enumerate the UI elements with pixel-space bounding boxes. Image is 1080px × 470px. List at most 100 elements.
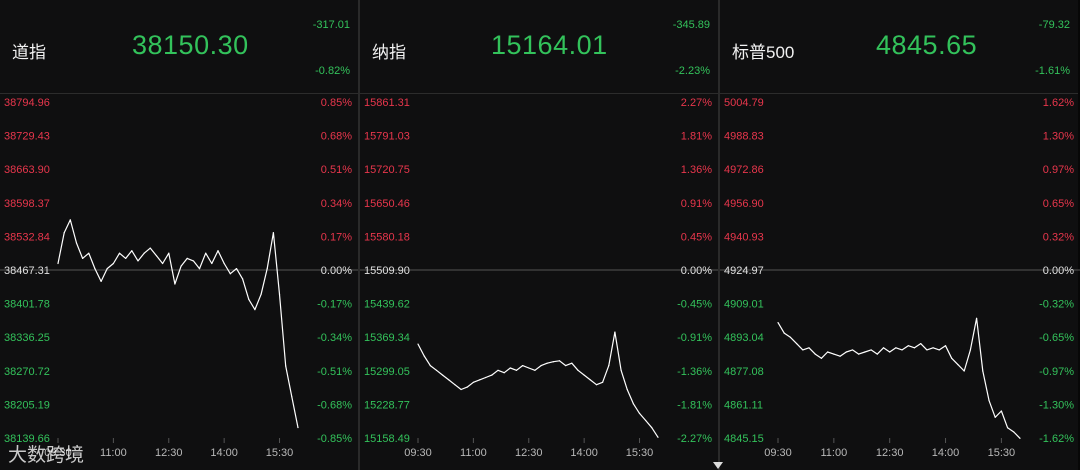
price-point (162, 262, 164, 265)
pct-tick-label: -0.65% (1039, 332, 1074, 344)
price-tick-label: 4956.90 (724, 198, 764, 210)
index-name: 纳指 (372, 43, 406, 62)
price-point (466, 386, 468, 388)
price-point (577, 369, 579, 371)
price-point (285, 365, 287, 367)
time-tick-label: 12:30 (155, 447, 183, 459)
panel-dow[interactable]: 道指 38150.30 -317.01 -0.82% 38794.96 0.85%… (0, 0, 358, 470)
price-point (82, 257, 84, 259)
time-tick-label: 14:00 (570, 447, 598, 459)
pct-tick-label: 0.17% (321, 231, 352, 243)
price-tick-label: 38663.90 (4, 164, 50, 176)
index-price: 4845.65 (876, 30, 978, 60)
price-point (565, 364, 567, 367)
price-point (851, 349, 854, 351)
price-point (448, 379, 450, 381)
price-point (254, 309, 256, 311)
pct-tick-label: -0.91% (677, 332, 712, 344)
price-point (802, 349, 804, 351)
price-point (497, 369, 499, 371)
index-change: -79.32 (1038, 19, 1070, 31)
price-tick-label: 4972.86 (724, 164, 764, 176)
time-tick-label: 14:00 (210, 447, 238, 459)
price-tick-label: 38598.37 (4, 198, 50, 210)
price-point (180, 265, 182, 267)
price-point (528, 367, 530, 369)
price-point (242, 278, 244, 280)
price-point (235, 268, 238, 270)
price-point (266, 268, 268, 270)
price-point (583, 374, 585, 376)
price-point (442, 374, 444, 376)
index-name: 标普500 (732, 43, 795, 62)
price-point (858, 353, 860, 355)
price-point (789, 336, 792, 338)
price-point (1006, 427, 1009, 429)
price-point (192, 260, 194, 262)
price-point (1013, 431, 1015, 433)
price-point (149, 247, 151, 249)
price-point (174, 283, 176, 285)
price-tick-label: 15369.34 (364, 332, 410, 344)
price-point (783, 332, 785, 334)
time-tick-label: 11:00 (820, 447, 847, 459)
panel-divider (358, 0, 360, 470)
price-point (485, 376, 487, 379)
price-point (975, 317, 978, 319)
index-change-pct: -0.82% (315, 65, 350, 77)
pct-tick-label: -0.34% (317, 332, 352, 344)
price-point (522, 364, 524, 367)
price-point (417, 343, 419, 345)
index-change-pct: -2.23% (675, 65, 710, 77)
price-point (260, 293, 262, 295)
pct-tick-label: 0.91% (681, 198, 712, 210)
price-point (118, 252, 121, 254)
price-point (595, 384, 598, 386)
pct-tick-label: -1.30% (1039, 399, 1074, 411)
pct-tick-label: 0.00% (1043, 265, 1074, 277)
price-point (540, 364, 542, 367)
price-point (814, 353, 816, 355)
price-point (205, 252, 207, 254)
intraday-chart[interactable]: 5004.79 1.62% 4988.83 1.30% 4972.86 0.97% 4956… (720, 94, 1080, 470)
price-tick-label: 38205.19 (4, 399, 50, 411)
price-point (827, 351, 829, 353)
price-point (429, 364, 431, 367)
price-point (143, 252, 145, 254)
price-tick-label: 38270.72 (4, 366, 50, 378)
price-point (951, 357, 953, 359)
price-tick-label: 15720.75 (364, 164, 410, 176)
price-point (435, 369, 438, 371)
price-point (1000, 410, 1002, 412)
pct-tick-label: 1.30% (1043, 131, 1074, 143)
price-point (291, 396, 293, 398)
price-point (75, 242, 78, 244)
price-point (876, 353, 878, 355)
price-point (651, 427, 653, 429)
chevron-down-icon[interactable] (713, 462, 723, 469)
intraday-chart[interactable]: 15861.31 2.27% 15791.03 1.81% 15720.75 1.36% 1… (360, 94, 718, 470)
index-change: -345.89 (672, 19, 710, 31)
intraday-chart[interactable]: 38794.96 0.85% 38729.43 0.68% 38663.90 0.51% 3… (0, 94, 358, 470)
panel-nasdaq[interactable]: 纳指 15164.01 -345.89 -2.23% 15861.31 2.27%… (360, 0, 718, 470)
time-tick-label: 11:00 (100, 447, 127, 459)
price-point (88, 252, 90, 254)
panel-sp500[interactable]: 标普500 4845.65 -79.32 -1.61% 5004.79 1.62%… (720, 0, 1080, 470)
price-point (620, 369, 622, 371)
pct-tick-label: 0.85% (321, 97, 352, 109)
pct-tick-label: -0.32% (1039, 299, 1074, 311)
watermark-text: 大数跨境 (8, 444, 85, 466)
pct-tick-label: -0.97% (1039, 366, 1074, 378)
time-tick-label: 14:00 (932, 447, 960, 459)
price-point (602, 381, 604, 383)
price-point (963, 370, 965, 372)
price-point (796, 343, 798, 345)
time-tick-label: 12:30 (515, 447, 543, 459)
price-point (515, 369, 518, 371)
price-point (982, 370, 984, 372)
quote-header: 标普500 4845.65 -79.32 -1.61% (720, 0, 1078, 94)
price-tick-label: 15791.03 (364, 131, 410, 143)
price-point (864, 351, 866, 353)
pct-tick-label: -0.45% (677, 299, 712, 311)
price-point (589, 379, 591, 381)
